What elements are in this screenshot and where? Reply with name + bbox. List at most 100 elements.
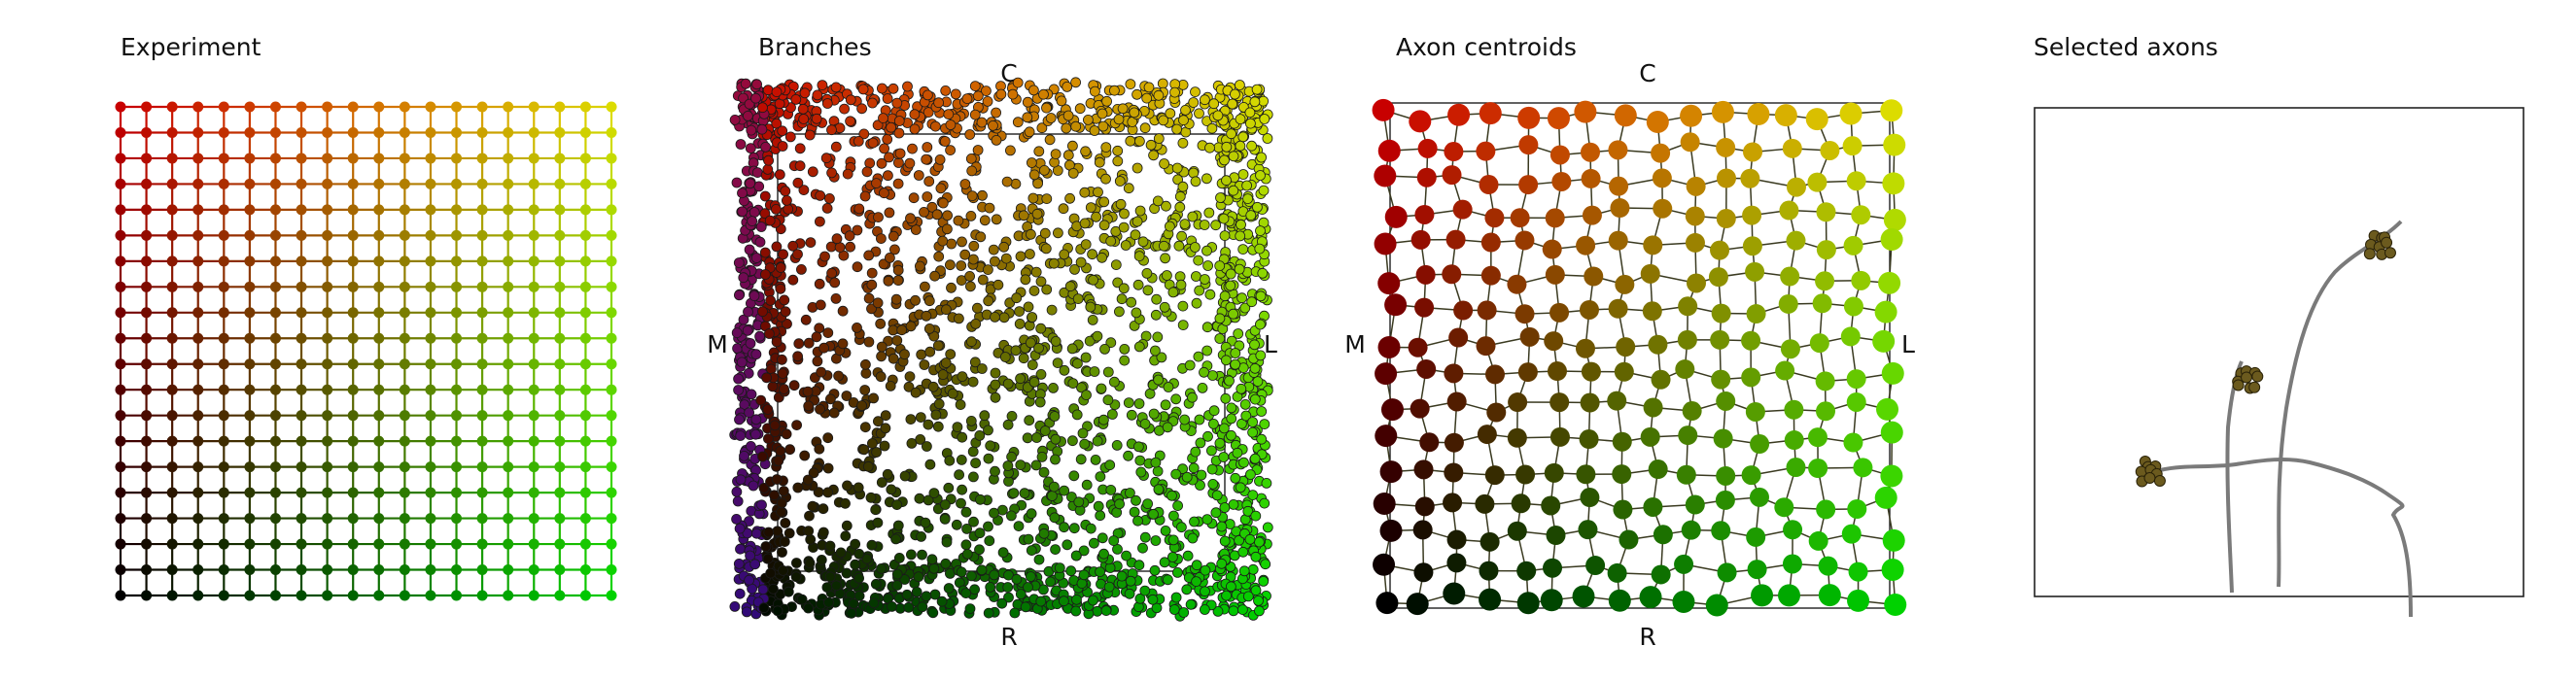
centroid-node: [1842, 136, 1862, 156]
branch-point: [1220, 392, 1232, 404]
grid-node: [115, 435, 126, 447]
branch-point: [990, 379, 1001, 391]
branch-point: [1098, 196, 1110, 208]
branch-point: [1132, 515, 1143, 527]
branch-point: [1188, 462, 1200, 474]
centroid-node: [1486, 402, 1507, 423]
branch-point: [952, 422, 963, 433]
branch-point: [1049, 481, 1060, 493]
centroid-node: [1572, 585, 1595, 608]
branch-point: [771, 336, 783, 348]
centroid-node: [1816, 401, 1836, 422]
branch-point: [1158, 115, 1169, 126]
branch-point: [811, 113, 822, 124]
branch-point: [1215, 192, 1226, 203]
branch-point: [1235, 114, 1246, 124]
branch-point: [1256, 152, 1267, 163]
grid-node: [115, 461, 126, 473]
grid-node: [218, 487, 229, 498]
branch-point: [771, 86, 783, 97]
centroid-node: [1686, 176, 1706, 196]
grid-node: [141, 332, 153, 344]
grid-node: [476, 487, 488, 498]
centroid-node: [1884, 594, 1907, 617]
branch-point: [1249, 393, 1261, 405]
grid-node: [141, 435, 153, 447]
branch-point: [989, 569, 1000, 581]
branch-point: [1153, 133, 1165, 145]
branch-point: [858, 444, 870, 456]
branch-point: [1230, 472, 1241, 484]
centroid-node: [1643, 496, 1663, 517]
grid-node: [244, 513, 256, 525]
branch-point: [1133, 441, 1144, 453]
branch-point: [1096, 383, 1107, 394]
grid-node: [192, 384, 204, 395]
branch-point: [974, 429, 986, 441]
branch-point: [1088, 274, 1098, 286]
grid-node: [528, 590, 540, 601]
branch-point: [1237, 244, 1249, 255]
grid-node: [269, 410, 281, 422]
branch-point: [1134, 593, 1146, 604]
branch-point: [1085, 301, 1097, 313]
grid-node: [141, 564, 153, 576]
branch-point: [1119, 355, 1131, 366]
branch-point: [985, 440, 996, 452]
branch-point: [915, 412, 926, 424]
grid-node: [322, 332, 333, 344]
grid-node: [579, 204, 591, 216]
branch-point: [908, 192, 920, 204]
branch-point: [880, 423, 891, 434]
branch-point: [826, 167, 837, 179]
grid-node: [347, 513, 359, 525]
branch-point: [762, 553, 774, 564]
grid-node: [244, 332, 256, 344]
branch-point: [1133, 341, 1145, 353]
centroid-node: [1675, 359, 1695, 380]
branch-point: [1023, 301, 1034, 313]
branch-point: [1232, 447, 1243, 459]
grid-node: [322, 153, 333, 164]
centroid-node: [1782, 138, 1802, 158]
branch-point: [794, 143, 806, 154]
grid-node: [373, 229, 385, 241]
branch-point: [977, 274, 989, 286]
branch-point: [1114, 498, 1125, 510]
branch-point: [1201, 514, 1213, 525]
branch-point: [974, 544, 985, 556]
axon-centroids-title: Axon centroids: [1396, 33, 1577, 61]
branch-point: [957, 484, 967, 495]
branch-point: [1022, 96, 1033, 108]
branch-point: [824, 540, 836, 552]
grid-node: [269, 513, 281, 525]
branch-point: [903, 601, 915, 613]
grid-node: [141, 178, 153, 189]
branch-point: [833, 370, 844, 382]
branch-point: [769, 420, 781, 431]
branch-point: [884, 207, 895, 219]
branch-point: [805, 534, 817, 545]
grid-node: [322, 487, 333, 498]
branch-point: [883, 170, 893, 182]
branch-point: [1109, 85, 1120, 96]
branch-point: [1123, 397, 1134, 409]
branch-point: [871, 447, 882, 458]
branch-point: [1070, 77, 1081, 88]
grid-node: [451, 101, 463, 113]
branch-point: [1006, 451, 1017, 462]
branch-point: [819, 251, 830, 262]
branch-point: [922, 89, 933, 101]
branch-point: [885, 252, 895, 263]
branch-point: [822, 487, 834, 498]
branch-point: [1137, 542, 1148, 554]
branch-point: [747, 216, 758, 227]
branch-point: [922, 494, 934, 506]
branch-point: [1059, 249, 1070, 260]
branch-point: [804, 129, 816, 141]
grid-node: [166, 461, 178, 473]
centroid-node: [1406, 593, 1429, 616]
branch-point: [803, 526, 815, 536]
branch-point: [975, 231, 987, 243]
branch-point: [1065, 565, 1077, 577]
